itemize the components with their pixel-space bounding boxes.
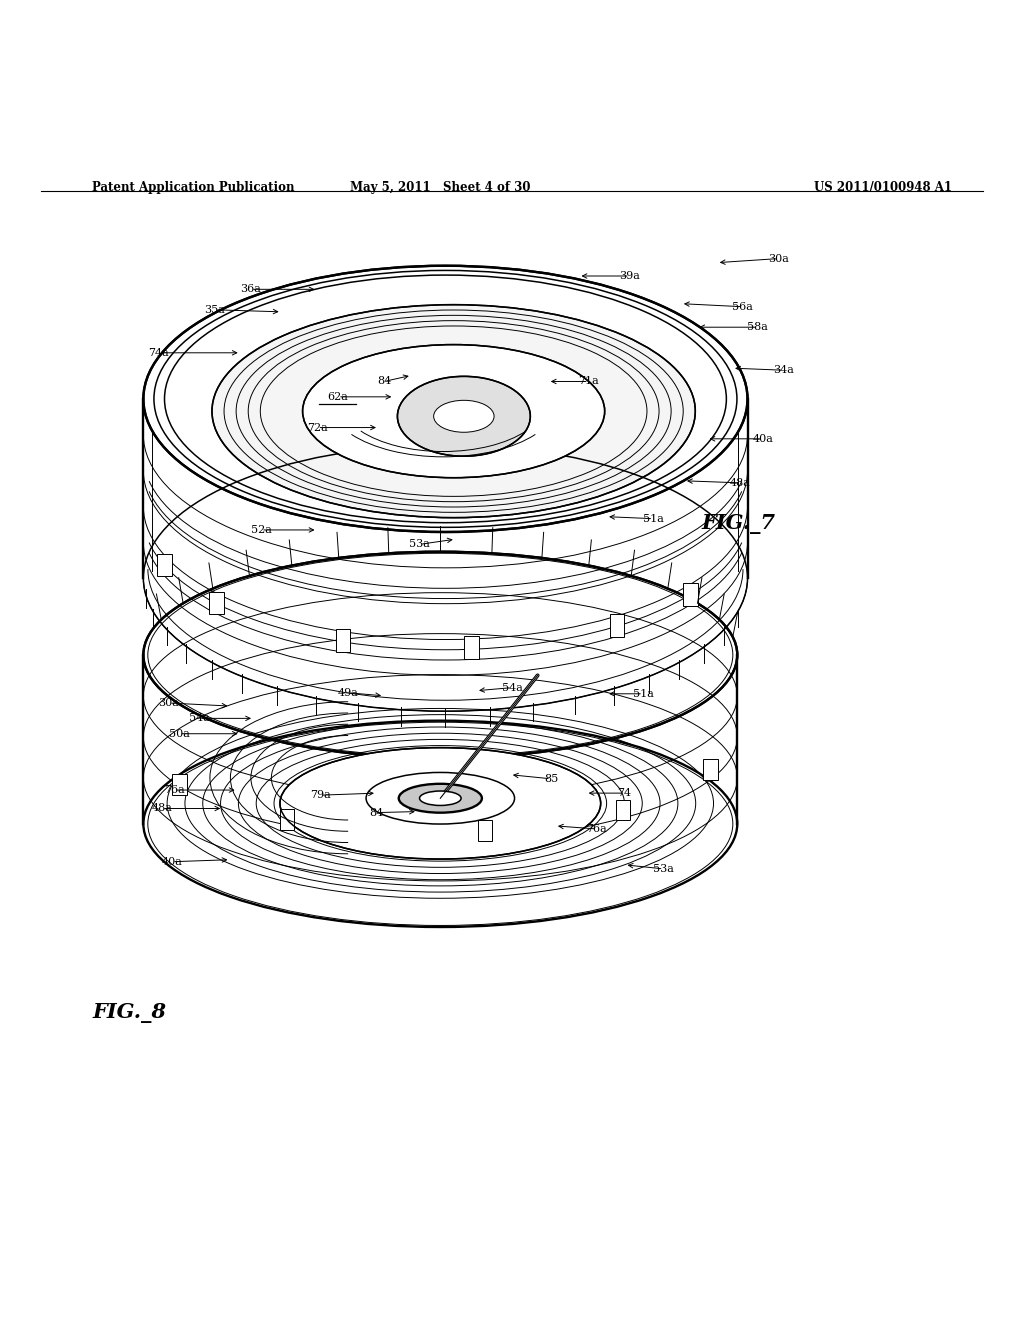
Text: 54a: 54a [189, 713, 210, 723]
Text: 52a: 52a [251, 525, 271, 535]
Text: 76a: 76a [587, 824, 607, 834]
Ellipse shape [398, 784, 482, 813]
Bar [703, 759, 718, 780]
Text: 39a: 39a [620, 271, 640, 281]
Text: 72a: 72a [307, 422, 328, 433]
Text: 48a: 48a [152, 804, 172, 813]
Text: 30a: 30a [768, 253, 788, 264]
Text: 53a: 53a [653, 863, 674, 874]
Text: 79a: 79a [310, 791, 331, 800]
Text: 34a: 34a [773, 366, 794, 375]
Text: US 2011/0100948 A1: US 2011/0100948 A1 [814, 181, 952, 194]
Text: 85: 85 [544, 774, 558, 784]
Text: 51a: 51a [643, 513, 664, 524]
Text: 53a: 53a [410, 540, 430, 549]
Bar [336, 630, 350, 652]
Bar [478, 820, 493, 841]
Ellipse shape [420, 791, 461, 805]
Ellipse shape [303, 345, 604, 478]
Text: 30a: 30a [159, 698, 179, 708]
Bar [209, 591, 223, 614]
Text: 51a: 51a [633, 689, 653, 698]
Text: 40a: 40a [162, 857, 182, 867]
Ellipse shape [143, 552, 737, 758]
Ellipse shape [280, 747, 601, 859]
Bar [610, 614, 625, 636]
Text: 71a: 71a [579, 376, 599, 387]
Bar [683, 583, 697, 606]
Text: 48a: 48a [730, 478, 751, 488]
Text: 36a: 36a [241, 284, 261, 294]
Bar [616, 800, 631, 820]
Bar [464, 636, 478, 659]
Text: 35a: 35a [205, 305, 225, 314]
Bar [172, 774, 186, 795]
Text: 56a: 56a [732, 302, 753, 312]
Text: 49a: 49a [338, 688, 358, 698]
Text: 84: 84 [377, 376, 391, 387]
Text: FIG._8: FIG._8 [92, 1003, 166, 1023]
Text: 74a: 74a [148, 347, 169, 358]
Text: 84: 84 [370, 808, 384, 817]
Text: 76a: 76a [164, 785, 184, 795]
Text: Patent Application Publication: Patent Application Publication [92, 181, 295, 194]
Text: 58a: 58a [748, 322, 768, 333]
Ellipse shape [143, 265, 748, 532]
Text: 54a: 54a [502, 682, 522, 693]
Text: 50a: 50a [169, 729, 189, 739]
Bar [280, 809, 294, 829]
Bar [158, 554, 172, 577]
Text: 74: 74 [617, 788, 632, 799]
Text: 62a: 62a [328, 392, 348, 401]
Text: 40a: 40a [753, 434, 773, 444]
Ellipse shape [397, 376, 530, 457]
Ellipse shape [434, 400, 495, 432]
Text: May 5, 2011   Sheet 4 of 30: May 5, 2011 Sheet 4 of 30 [350, 181, 530, 194]
Text: FIG._7: FIG._7 [701, 513, 775, 533]
Ellipse shape [212, 305, 695, 517]
